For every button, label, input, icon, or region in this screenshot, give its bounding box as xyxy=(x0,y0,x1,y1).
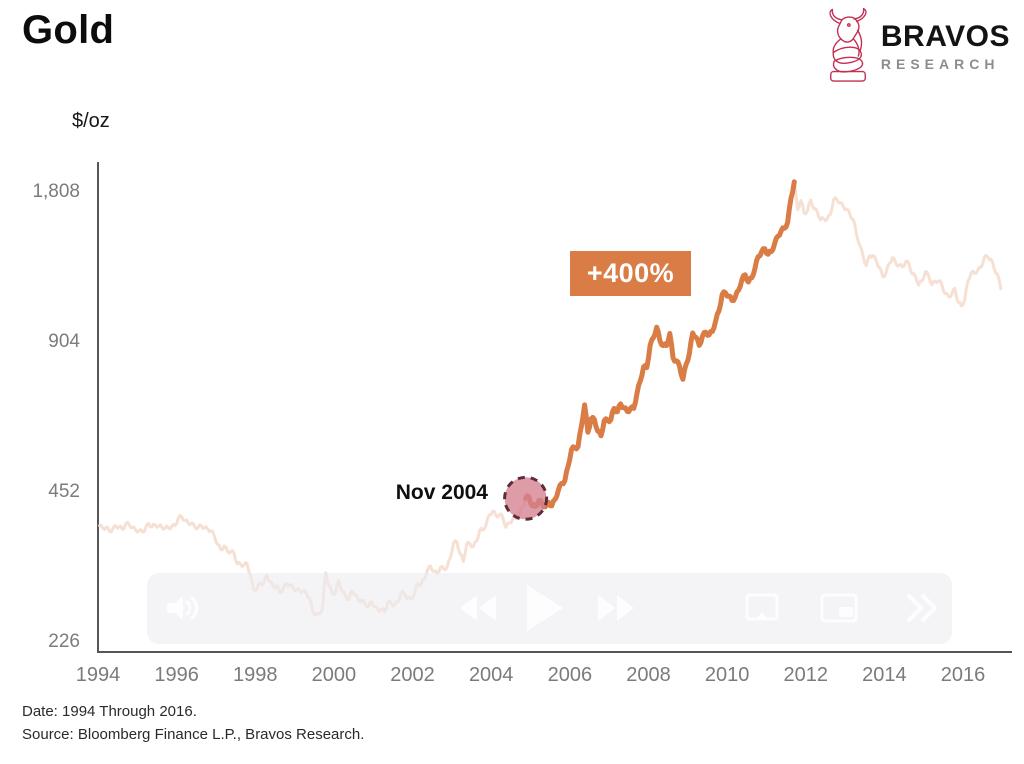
fast-forward-icon[interactable] xyxy=(598,595,634,621)
gain-badge: +400% xyxy=(570,251,691,296)
x-tick-label: 2016 xyxy=(940,664,986,686)
brand-subtitle: RESEARCH xyxy=(880,56,1000,72)
x-tick-label: 1998 xyxy=(233,664,278,686)
brand-name: BRAVOS xyxy=(880,20,1010,53)
y-tick-label: 1,808 xyxy=(32,181,80,202)
display-icon[interactable] xyxy=(745,593,779,623)
x-tick-label: 2006 xyxy=(547,664,593,686)
footnote-date: Date: 1994 Through 2016. xyxy=(22,703,197,720)
pip-icon[interactable] xyxy=(820,593,858,623)
brand-logo: BRAVOS RESEARCH xyxy=(822,6,1010,88)
volume-icon[interactable] xyxy=(167,593,201,623)
bull-knight-icon xyxy=(829,7,867,82)
y-axis-unit-label: $/oz xyxy=(72,110,110,132)
nov-2004-marker xyxy=(503,475,549,521)
skip-chevrons-icon[interactable] xyxy=(905,594,939,622)
x-tick-label: 1994 xyxy=(75,664,121,686)
x-tick-label: 2010 xyxy=(704,664,750,686)
y-tick-label: 904 xyxy=(48,331,80,352)
x-tick-label: 2000 xyxy=(311,664,357,686)
nov-2004-annotation: Nov 2004 xyxy=(395,481,488,504)
footnote-source: Source: Bloomberg Finance L.P., Bravos R… xyxy=(22,726,365,743)
gold-line-base-post xyxy=(792,180,1003,308)
x-tick-label: 2014 xyxy=(862,664,907,686)
x-tick-label: 2002 xyxy=(390,664,435,686)
chart-footnote: Date: 1994 Through 2016. Source: Bloombe… xyxy=(22,700,364,746)
y-tick-label: 226 xyxy=(48,631,80,652)
x-tick-label: 2004 xyxy=(468,664,514,686)
video-player-controls-overlay[interactable] xyxy=(147,573,952,644)
axis-lines xyxy=(97,162,1012,653)
x-tick-label: 2008 xyxy=(626,664,671,686)
rewind-icon[interactable] xyxy=(460,595,496,621)
x-tick-label: 2012 xyxy=(783,664,829,686)
gold-line-highlight xyxy=(523,179,797,510)
x-tick-label: 1996 xyxy=(154,664,199,686)
page-title: Gold xyxy=(22,8,115,52)
play-icon[interactable] xyxy=(527,585,563,631)
y-tick-label: 452 xyxy=(48,481,80,502)
